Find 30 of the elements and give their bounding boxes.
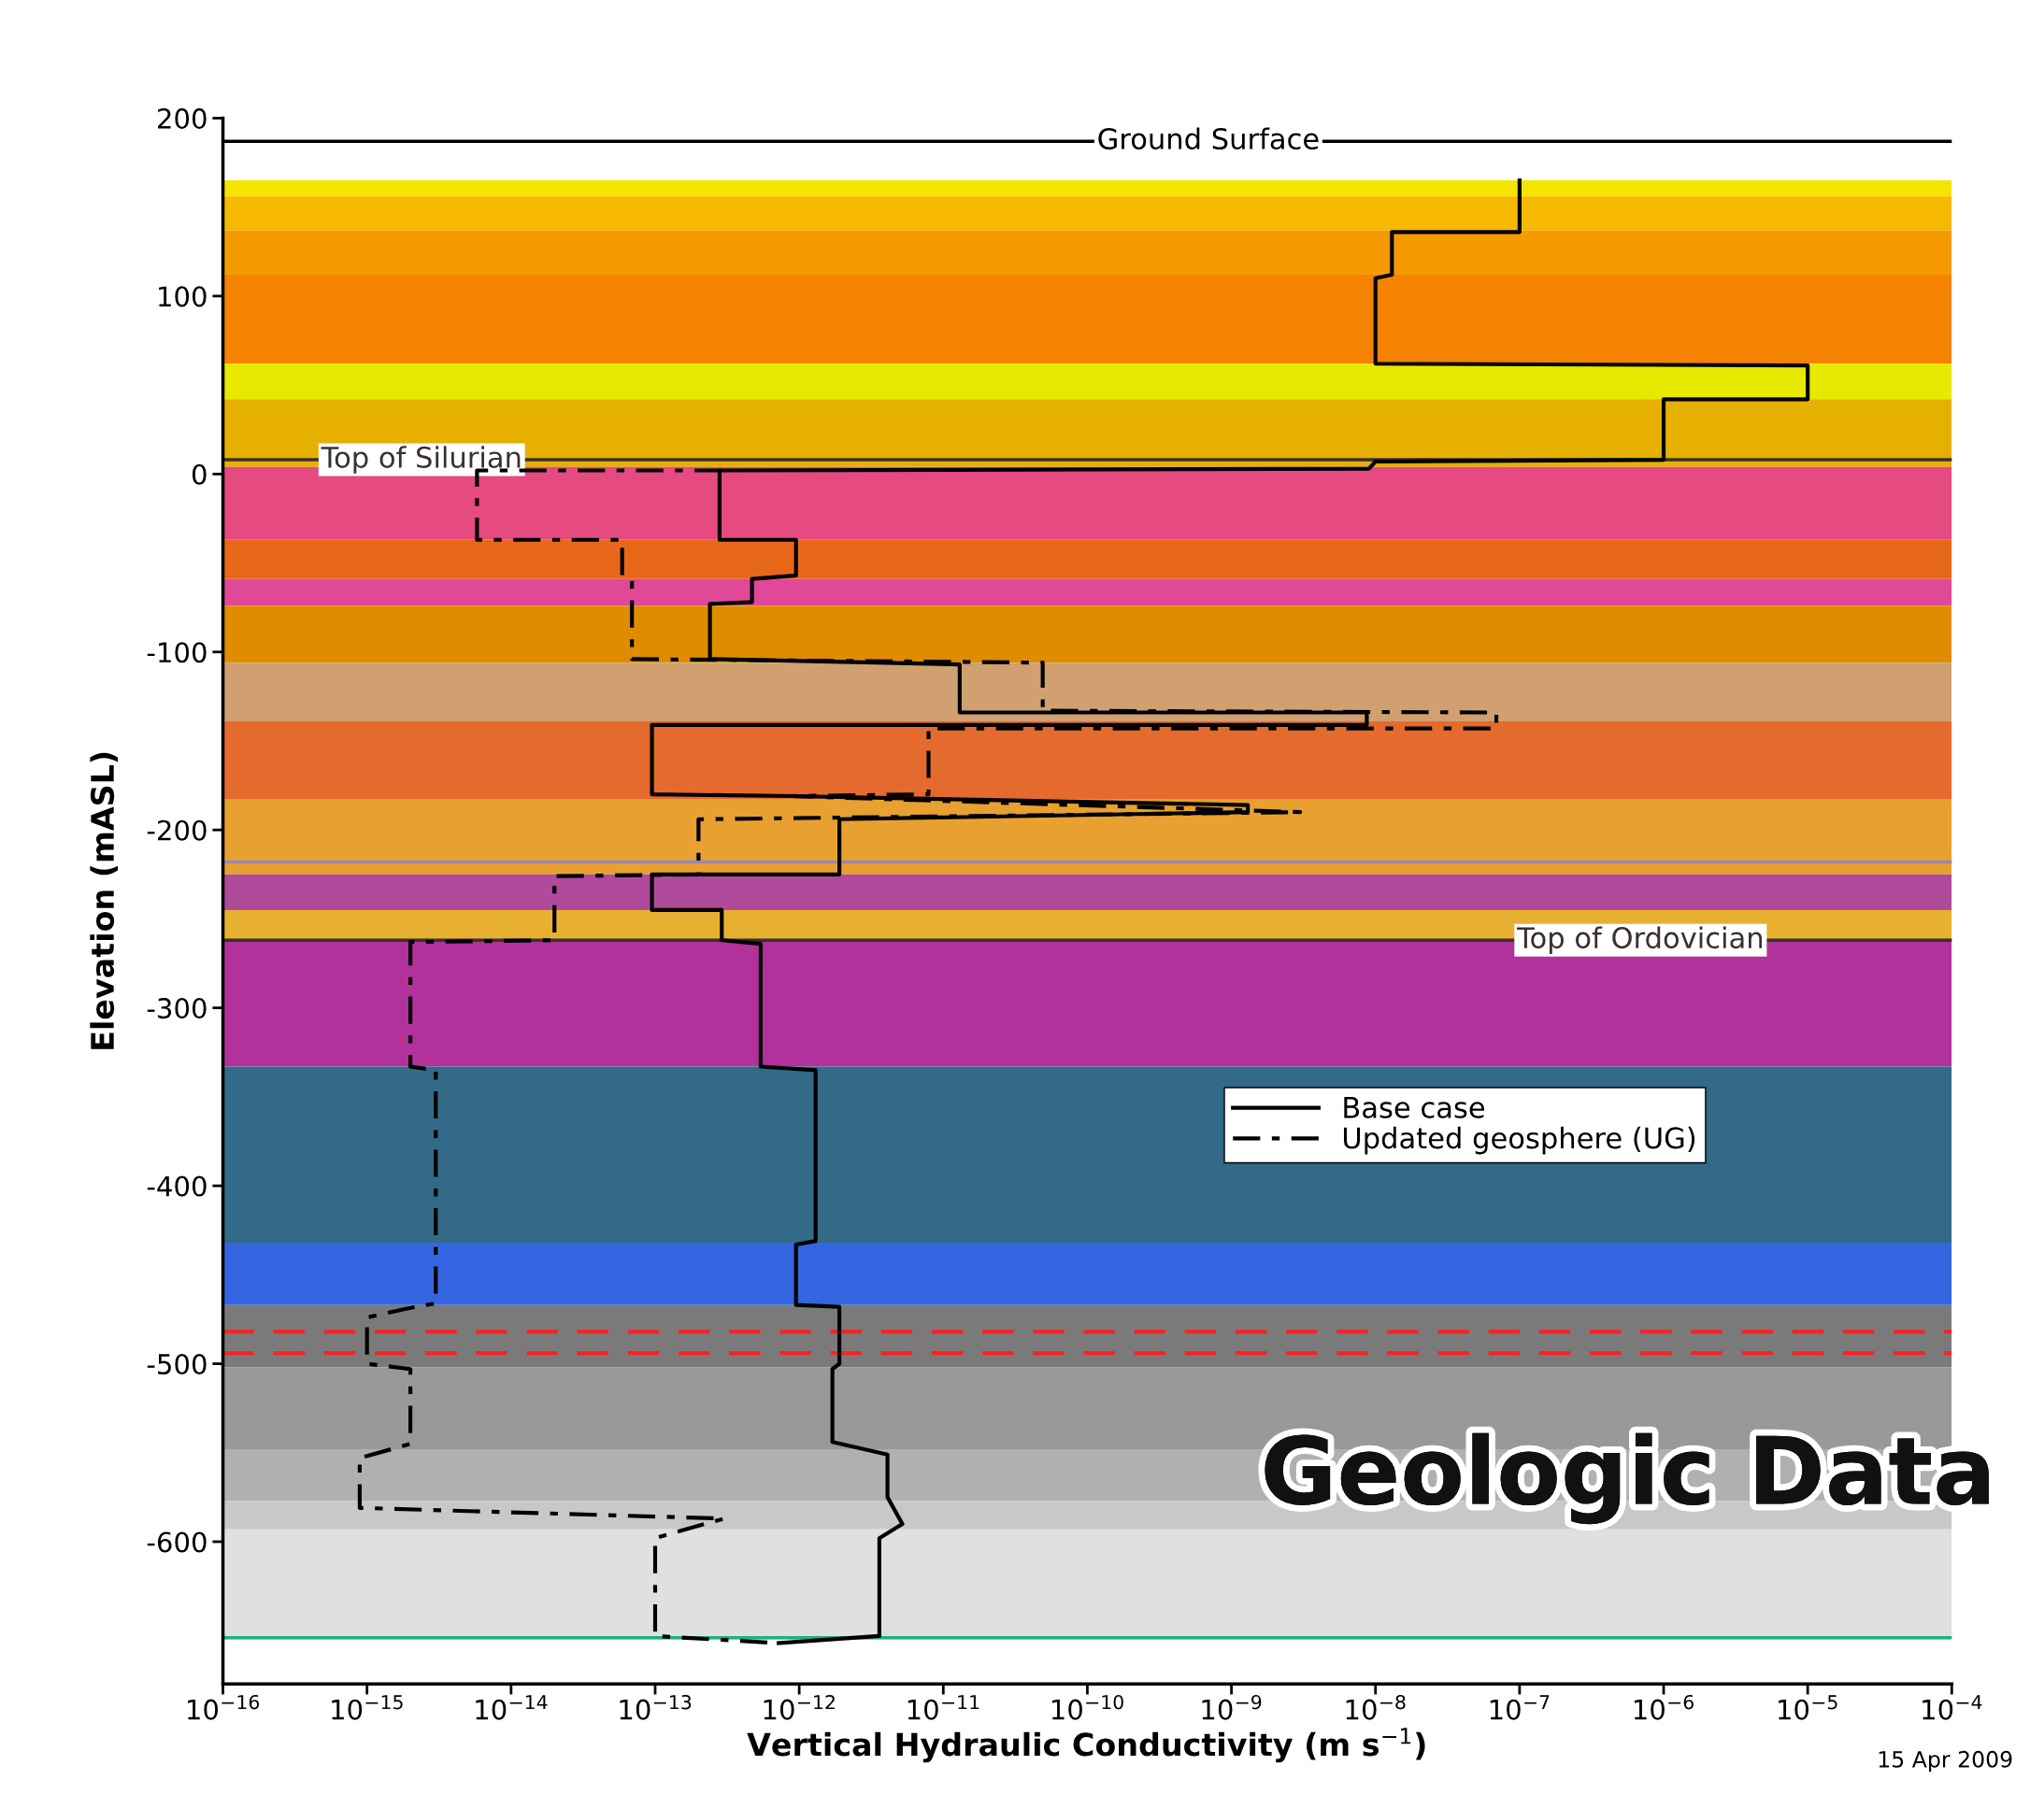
x-tick-label: 10$^{−4}$ <box>1923 1695 1982 1720</box>
ref-line-label: Top of Ordovician <box>1516 926 1763 955</box>
y-tick-label: -400 <box>147 1175 207 1197</box>
x-tick-label: 10$^{−8}$ <box>1346 1694 1406 1720</box>
y-tick-label: -500 <box>147 1353 207 1375</box>
text: 15 Apr 2009 <box>1879 1750 2012 1772</box>
x-tick-label: 10$^{−5}$ <box>1779 1695 1837 1720</box>
x-tick-label: 10$^{−11}$ <box>908 1695 979 1720</box>
x-tick-label: 10$^{−13}$ <box>620 1694 692 1720</box>
legend-label: Base case <box>1344 1097 1485 1118</box>
y-tick-label: 100 <box>159 286 207 307</box>
x-tick-label: 10$^{−10}$ <box>1051 1694 1123 1720</box>
x-tick-label: 10$^{−14}$ <box>476 1695 548 1720</box>
y-tick-label: -300 <box>147 998 207 1019</box>
x-tick-label: 10$^{−9}$ <box>1202 1694 1262 1720</box>
y-tick-label: -200 <box>147 819 207 841</box>
y-tick-label: -100 <box>147 642 207 663</box>
x-tick-label: 10$^{−15}$ <box>332 1695 403 1720</box>
y-tick-label: 0 <box>192 463 207 485</box>
x-tick-label: 10$^{−12}$ <box>764 1694 835 1720</box>
x-tick-label: 10$^{−6}$ <box>1634 1694 1694 1720</box>
x-tick-label: 10$^{−16}$ <box>188 1694 260 1720</box>
legend-label: Updated geosphere (UG) <box>1343 1126 1695 1155</box>
y-axis-title: Elevation (mASL) <box>90 752 119 1049</box>
x-axis-title: Vertical Hydraulic Conductivity (m s$^{−1}$) <box>747 1728 1425 1763</box>
ref-line-label: Top of Silurian <box>321 446 521 474</box>
y-tick-label: 200 <box>158 107 207 129</box>
x-tick-label: 10$^{−7}$ <box>1490 1695 1550 1720</box>
y-tick-label: -600 <box>147 1531 207 1553</box>
ref-line-label: Ground Surface <box>1098 127 1319 150</box>
